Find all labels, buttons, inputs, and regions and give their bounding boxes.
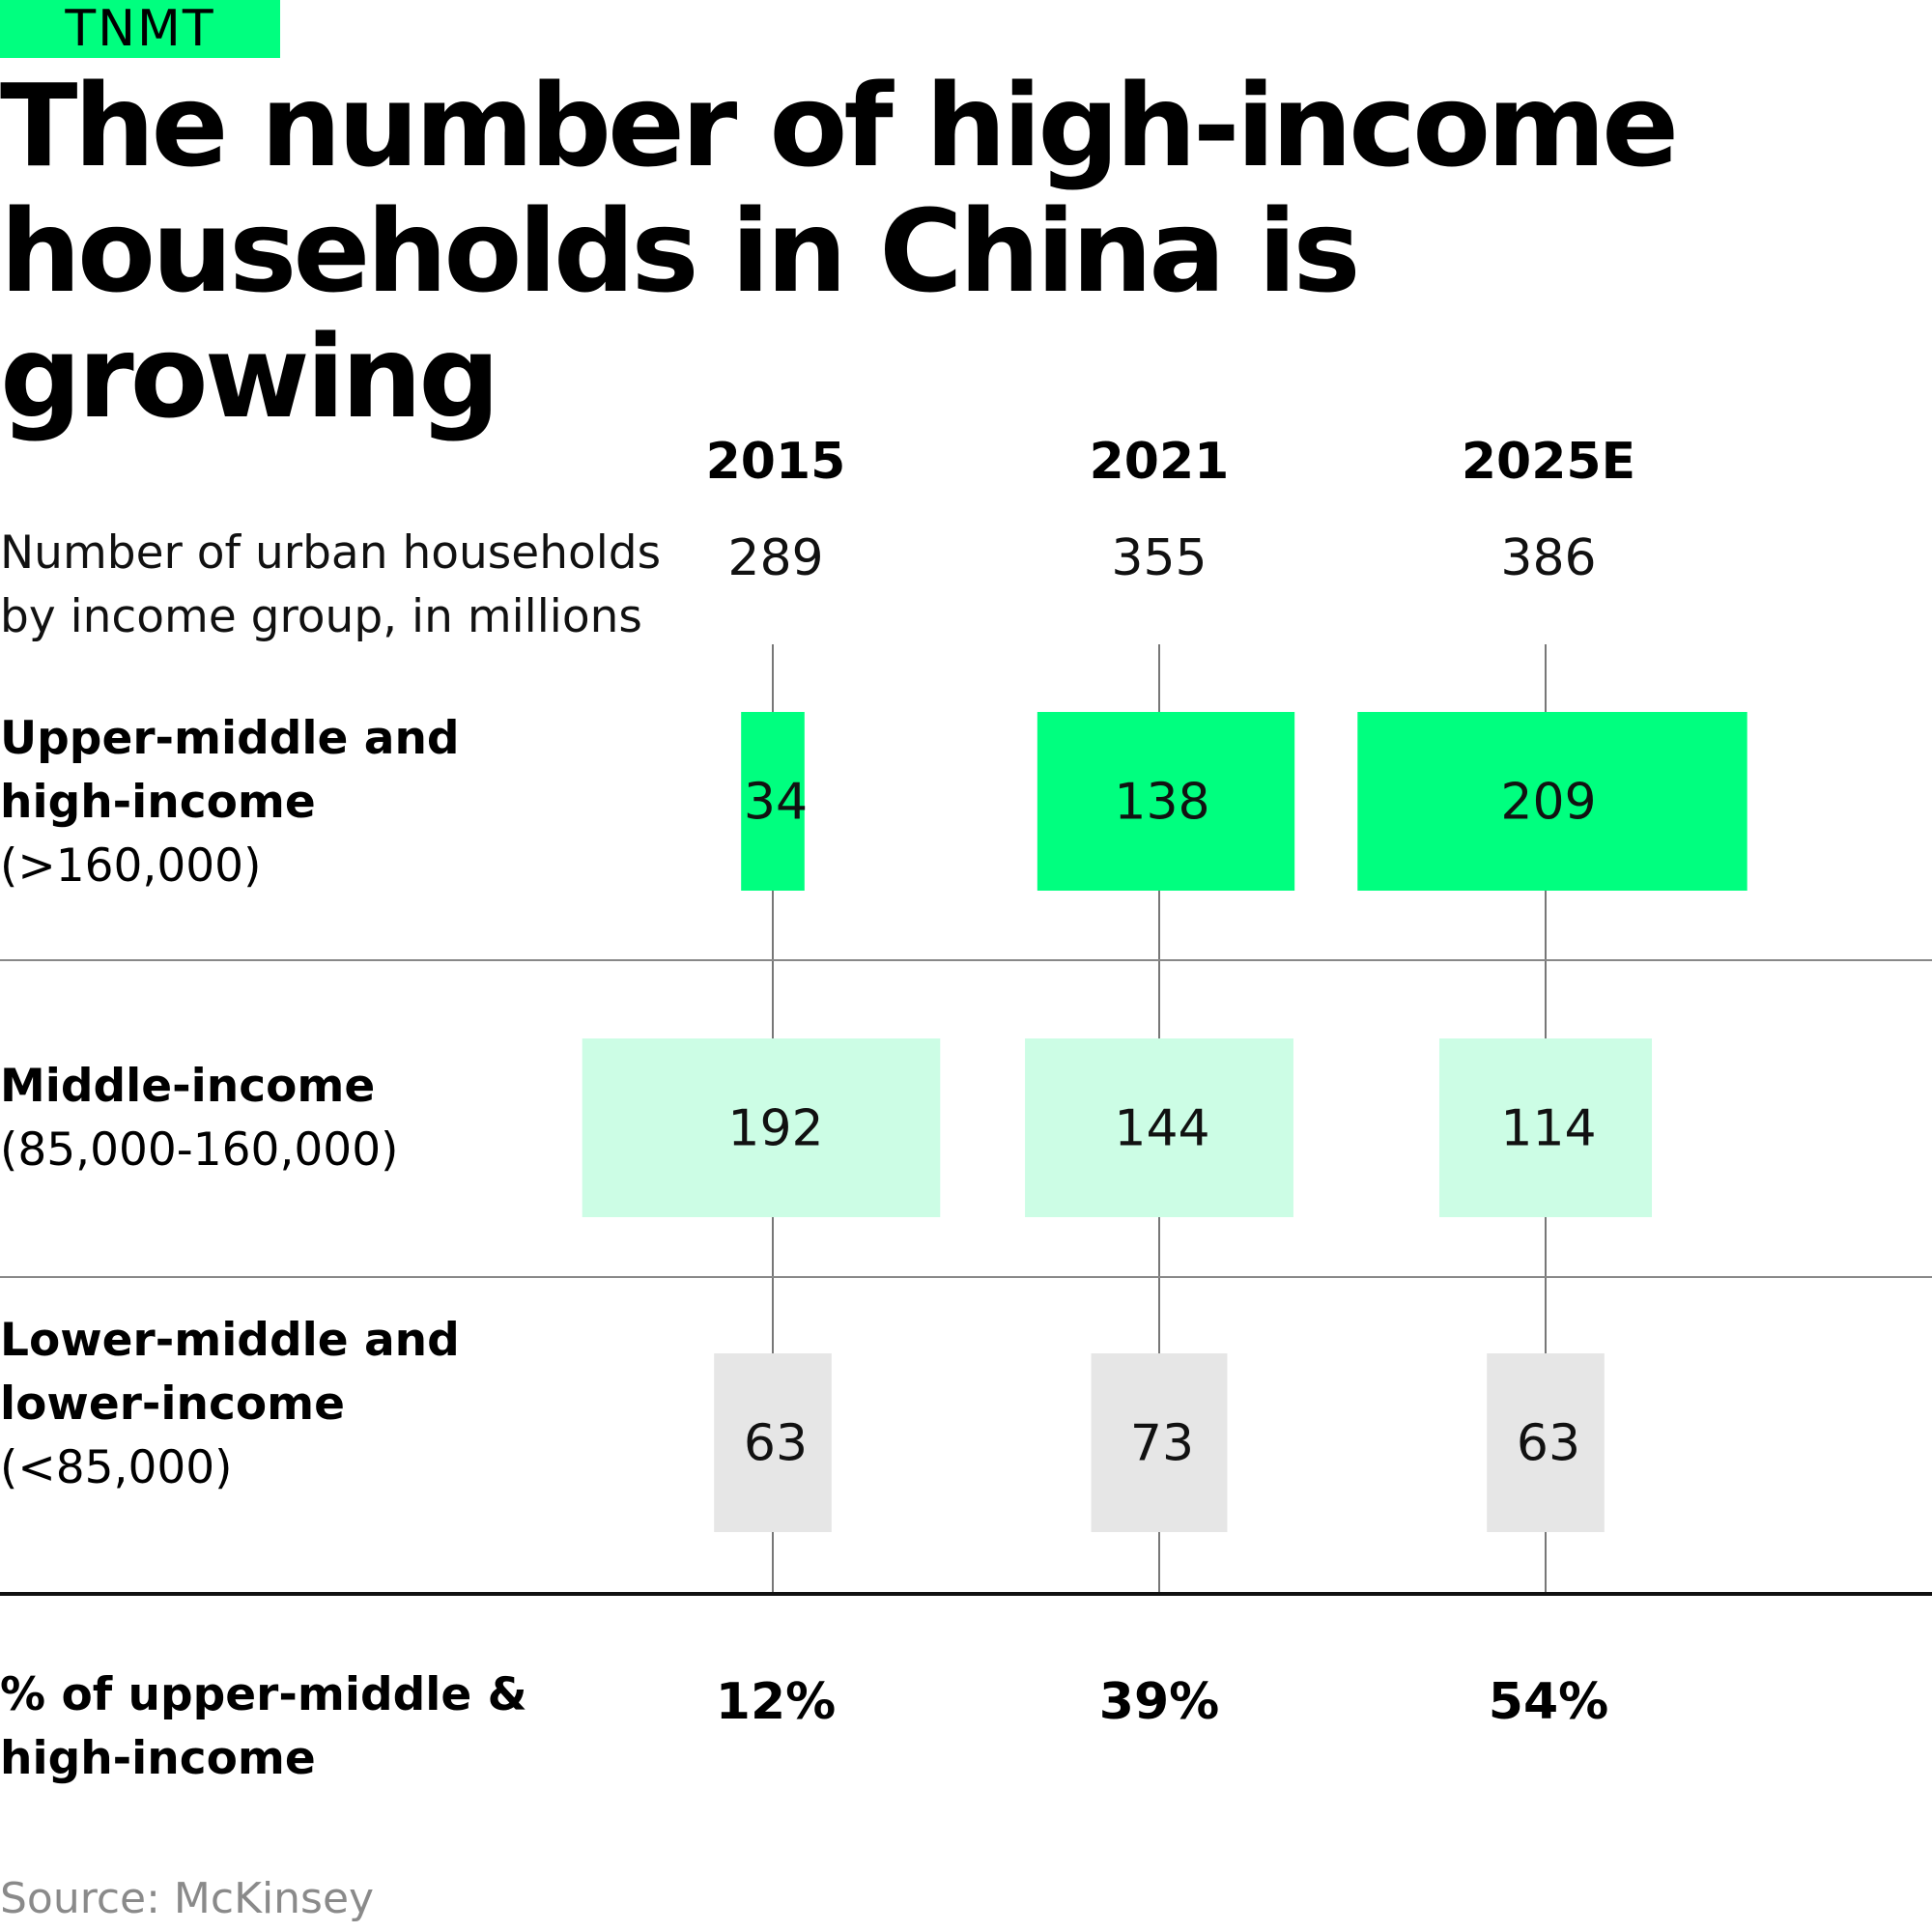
year-header-2021: 2021 [1089, 433, 1230, 491]
total-2025e: 386 [1500, 529, 1597, 587]
group-range-middle: (85,000-160,000) [0, 1123, 399, 1177]
value-label-upper-2021: 138 [1114, 774, 1209, 832]
block-lower-2025e [1487, 1353, 1605, 1532]
year-header-2025e: 2025E [1461, 433, 1636, 491]
value-label-upper-2015: 34 [744, 774, 808, 832]
block-upper-2015 [741, 712, 805, 891]
value-label-lower-2015: 63 [744, 1415, 808, 1473]
total-2015: 289 [727, 529, 824, 587]
block-middle-2021 [1025, 1038, 1293, 1217]
block-middle-2015 [582, 1038, 941, 1217]
value-label-middle-2025e: 114 [1500, 1100, 1596, 1158]
value-label-lower-2021: 73 [1130, 1415, 1194, 1473]
value-label-upper-2025e: 209 [1500, 774, 1596, 832]
group-label-lower: Lower-middle and lower-income (<85,000) [0, 1309, 541, 1500]
share-2021: 39% [1098, 1673, 1220, 1731]
group-range-lower: (<85,000) [0, 1441, 233, 1494]
block-lower-2021 [1091, 1353, 1228, 1532]
year-header-2015: 2015 [705, 433, 846, 491]
chart-title: The number of high-income households in … [0, 59, 1679, 443]
share-2025e: 54% [1488, 1673, 1609, 1731]
group-name-lower: Lower-middle and lower-income [0, 1314, 460, 1431]
block-middle-2025e [1438, 1038, 1653, 1217]
share-2015: 12% [715, 1673, 837, 1731]
value-label-middle-2021: 144 [1114, 1100, 1209, 1158]
group-name-upper: Upper-middle and high-income [0, 712, 460, 829]
value-label-lower-2025e: 63 [1517, 1415, 1580, 1473]
total-2021: 355 [1111, 529, 1208, 587]
value-label-middle-2015: 192 [727, 1100, 823, 1158]
group-label-middle: Middle-income (85,000-160,000) [0, 1055, 541, 1182]
share-label: % of upper-middle & high-income [0, 1668, 527, 1785]
block-upper-2025e [1357, 712, 1747, 891]
logo-text: TNMT [65, 0, 215, 58]
block-upper-2021 [1037, 712, 1295, 891]
brand-logo: TNMT [0, 0, 280, 58]
group-name-middle: Middle-income [0, 1060, 376, 1113]
unit-label: Number of urban households by income gro… [0, 526, 662, 643]
group-range-upper: (>160,000) [0, 839, 262, 893]
group-label-upper: Upper-middle and high-income (>160,000) [0, 707, 541, 898]
source-note: Source: McKinsey [0, 1874, 375, 1923]
block-lower-2015 [714, 1353, 832, 1532]
